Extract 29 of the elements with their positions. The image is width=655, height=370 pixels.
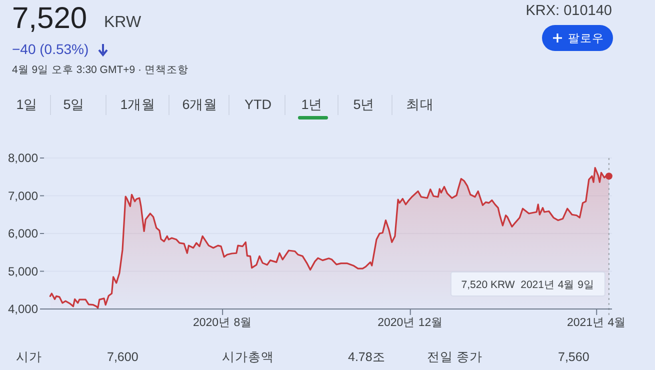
y-tick-label: 8,000 — [8, 151, 38, 166]
text: 6개월 — [182, 97, 218, 112]
text: KRW — [104, 14, 142, 31]
text: 시가 — [16, 350, 42, 364]
text: 1일 — [16, 97, 38, 112]
annotation: 7,520 KRW 2021년 4월 9일 — [461, 279, 595, 291]
text: 전일 종가 — [427, 350, 482, 364]
text: −40 (0.53%) — [12, 41, 89, 57]
x-tick-label: 2021년 4월 — [567, 317, 626, 329]
x-tick-label: 2020년 12월 — [378, 317, 444, 329]
text: 시가총액 — [222, 350, 274, 364]
y-tick-label: 5,000 — [8, 264, 38, 278]
text: 7,600 — [107, 350, 138, 364]
text: 1년 — [301, 97, 323, 112]
x-tick-label: 2020년 8월 — [192, 317, 252, 329]
text: 7,560 — [558, 350, 590, 364]
y-tick-label: 7,000 — [8, 188, 38, 203]
text: 1개월 — [120, 97, 156, 112]
text: YTD — [244, 97, 272, 112]
follow-button: 팔로우 — [542, 25, 613, 51]
text: 5년 — [353, 97, 375, 112]
text: KRX: 010140 — [526, 3, 612, 19]
text: 5일 — [63, 97, 85, 112]
text: 4월 9일 오후 3:30 GMT+9 · 면책조항 — [12, 64, 188, 76]
text: 4.78조 — [348, 350, 386, 364]
text: 최대 — [406, 97, 434, 112]
y-tick-label: 6,000 — [8, 226, 38, 241]
y-tick-label: 4,000 — [8, 302, 38, 316]
text: 7,520 — [12, 2, 88, 35]
